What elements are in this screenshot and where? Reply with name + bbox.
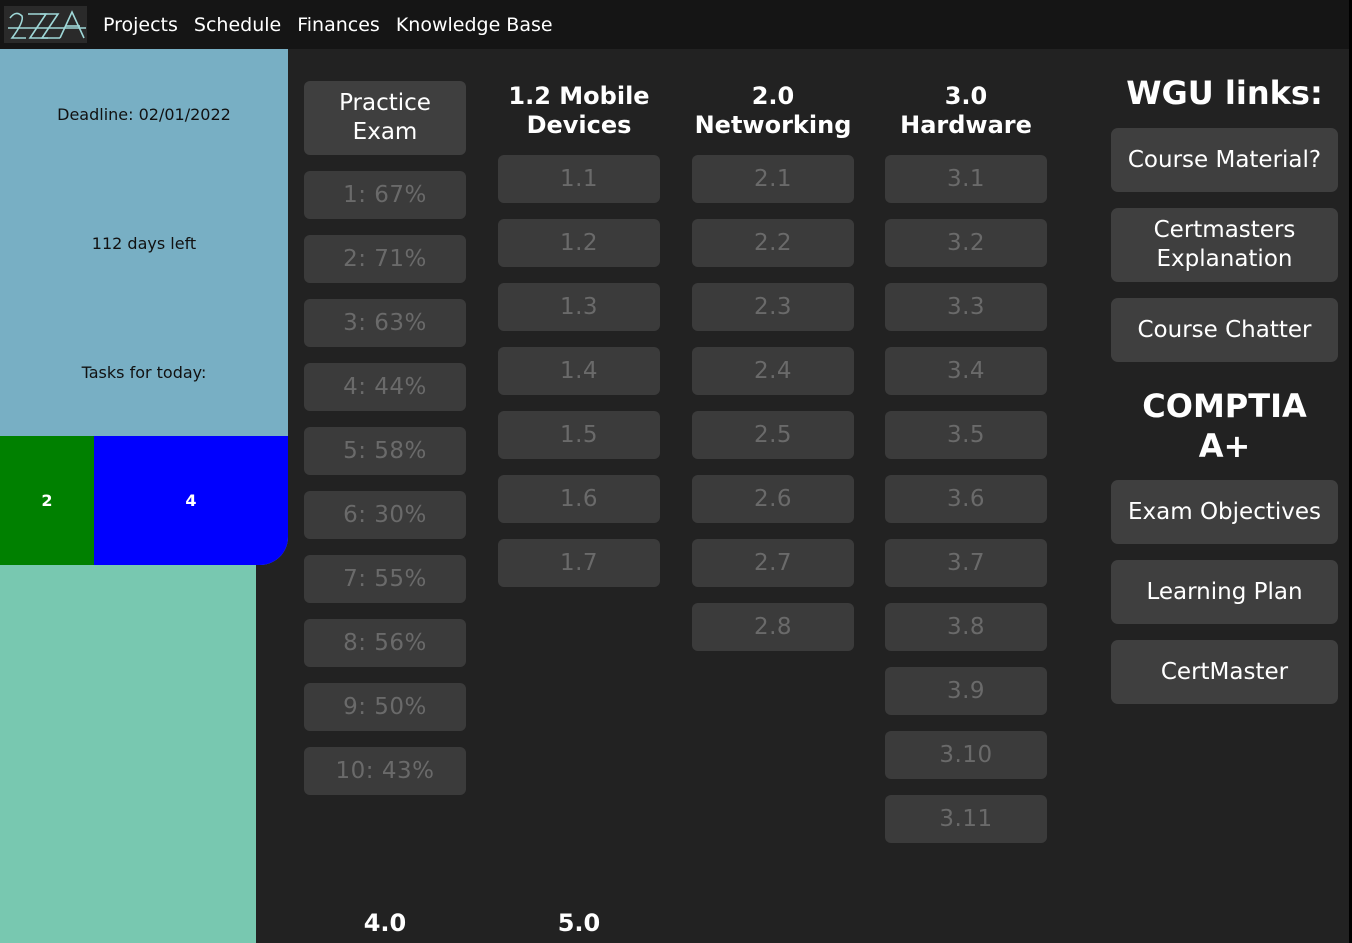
objective-button[interactable]: 1.4 [498,347,660,395]
objective-button[interactable]: 3.6 [885,475,1047,523]
exam-score-button[interactable]: 6: 30% [304,491,466,539]
certmasters-explanation-link[interactable]: Certmasters Explanation [1111,208,1338,282]
top-navbar: Projects Schedule Finances Knowledge Bas… [0,0,1352,49]
section-mobile-devices: 1.2 Mobile Devices 1.1 1.2 1.3 1.4 1.5 1… [498,82,660,592]
task-count-green[interactable]: 2 [0,436,94,565]
course-material-link[interactable]: Course Material? [1111,128,1338,192]
objective-button[interactable]: 1.3 [498,283,660,331]
nav-knowledge-base[interactable]: Knowledge Base [395,13,553,36]
tasks-today-label: Tasks for today: [81,363,207,382]
exam-score-button[interactable]: 3: 63% [304,299,466,347]
exam-score-button[interactable]: 7: 55% [304,555,466,603]
exam-score-button[interactable]: 5: 58% [304,427,466,475]
objective-button[interactable]: 3.1 [885,155,1047,203]
objective-button[interactable]: 3.3 [885,283,1047,331]
days-left-text: 112 days left [91,234,197,253]
practice-exam-button[interactable]: Practice Exam [304,81,466,155]
site-logo[interactable] [4,6,87,43]
nav-finances[interactable]: Finances [297,13,380,36]
objective-button[interactable]: 3.4 [885,347,1047,395]
section-title: 2.0 Networking [694,82,852,139]
course-chatter-link[interactable]: Course Chatter [1111,298,1338,362]
practice-exam-scores: 1: 67% 2: 71% 3: 63% 4: 44% 5: 58% 6: 30… [304,171,466,801]
section-hardware: 3.0 Hardware 3.1 3.2 3.3 3.4 3.5 3.6 3.7… [885,82,1047,844]
logo-icon [7,9,86,39]
main-nav: Projects Schedule Finances Knowledge Bas… [103,0,569,49]
exam-objectives-link[interactable]: Exam Objectives [1111,480,1338,544]
nav-schedule[interactable]: Schedule [193,13,282,36]
objective-button[interactable]: 1.2 [498,219,660,267]
nav-projects[interactable]: Projects [103,13,178,36]
wgu-links-title: WGU links: [1126,74,1323,112]
section-title-5: 5.0 [557,909,601,937]
objective-button[interactable]: 2.2 [692,219,854,267]
certmaster-link[interactable]: CertMaster [1111,640,1338,704]
objective-button[interactable]: 2.6 [692,475,854,523]
page-edge [1349,0,1352,943]
objective-button[interactable]: 2.8 [692,603,854,651]
objective-button[interactable]: 2.5 [692,411,854,459]
objective-button[interactable]: 1.7 [498,539,660,587]
objective-button[interactable]: 3.9 [885,667,1047,715]
exam-score-button[interactable]: 1: 67% [304,171,466,219]
exam-score-button[interactable]: 10: 43% [304,747,466,795]
section-networking: 2.0 Networking 2.1 2.2 2.3 2.4 2.5 2.6 2… [692,82,854,652]
objective-button[interactable]: 1.5 [498,411,660,459]
objective-button[interactable]: 2.4 [692,347,854,395]
objective-button[interactable]: 2.3 [692,283,854,331]
sidebar: Deadline: 02/01/2022 112 days left Tasks… [0,49,288,565]
objective-button[interactable]: 2.1 [692,155,854,203]
objective-button[interactable]: 1.1 [498,155,660,203]
objective-button[interactable]: 3.2 [885,219,1047,267]
section-title: 3.0 Hardware [900,82,1032,139]
exam-score-button[interactable]: 2: 71% [304,235,466,283]
task-progress-bar: 2 4 [0,436,288,565]
exam-score-button[interactable]: 8: 56% [304,619,466,667]
exam-score-button[interactable]: 9: 50% [304,683,466,731]
objective-button[interactable]: 3.7 [885,539,1047,587]
deadline-text: Deadline: 02/01/2022 [57,105,231,124]
objective-button[interactable]: 3.8 [885,603,1047,651]
objective-button[interactable]: 2.7 [692,539,854,587]
exam-score-button[interactable]: 4: 44% [304,363,466,411]
objective-button[interactable]: 3.10 [885,731,1047,779]
objective-button[interactable]: 3.5 [885,411,1047,459]
objective-button[interactable]: 1.6 [498,475,660,523]
section-title-4: 4.0 [363,909,407,937]
objective-button[interactable]: 3.11 [885,795,1047,843]
section-title: 1.2 Mobile Devices [508,82,650,139]
learning-plan-link[interactable]: Learning Plan [1111,560,1338,624]
task-count-blue[interactable]: 4 [94,436,288,565]
sidebar-lower-panel [0,540,256,943]
comptia-title: COMPTIA A+ [1142,387,1307,465]
